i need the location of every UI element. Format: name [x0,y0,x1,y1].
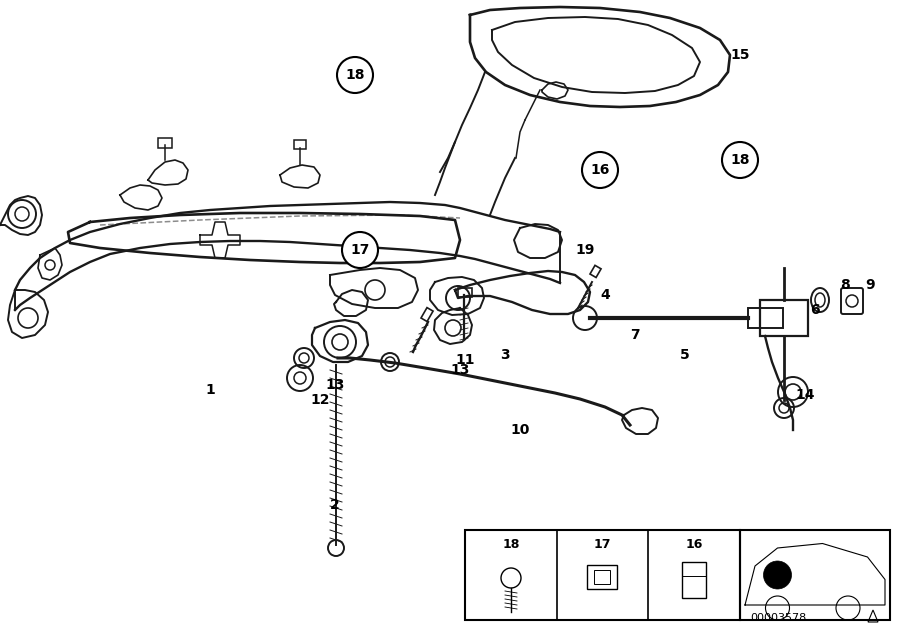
Circle shape [342,232,378,268]
Text: 18: 18 [346,68,365,82]
Circle shape [337,57,373,93]
Bar [748,308,783,328]
Text: 8: 8 [840,278,850,292]
Text: 9: 9 [865,278,875,292]
Text: 14: 14 [795,388,815,402]
Text: 16: 16 [685,537,703,551]
Text: 19: 19 [575,243,594,257]
Text: 6: 6 [810,303,820,317]
Text: 10: 10 [510,423,529,437]
Text: 18: 18 [502,537,519,551]
Bar [760,300,808,336]
Text: 4: 4 [600,288,610,302]
Text: 11: 11 [455,353,474,367]
Bar [740,530,890,620]
Text: 2: 2 [330,498,340,512]
Text: 7: 7 [630,328,640,342]
Bar [421,307,433,321]
Bar [294,140,306,149]
Circle shape [582,152,618,188]
Text: 12: 12 [310,393,329,407]
Text: 1: 1 [205,383,215,397]
Bar [587,565,617,589]
Text: 13: 13 [325,378,345,392]
Text: 17: 17 [593,537,611,551]
Bar [682,562,706,598]
Text: 18: 18 [730,153,750,167]
Text: 16: 16 [590,163,609,177]
Bar [594,570,610,584]
Text: 3: 3 [500,348,509,362]
Text: 00003578: 00003578 [750,613,806,623]
Text: 13: 13 [450,363,470,377]
Text: 17: 17 [350,243,370,257]
Text: 5: 5 [680,348,689,362]
Bar [590,265,601,277]
Bar [465,530,740,620]
Bar [458,288,472,297]
Text: 15: 15 [730,48,750,62]
Circle shape [763,561,791,589]
Circle shape [722,142,758,178]
Bar [158,138,172,148]
